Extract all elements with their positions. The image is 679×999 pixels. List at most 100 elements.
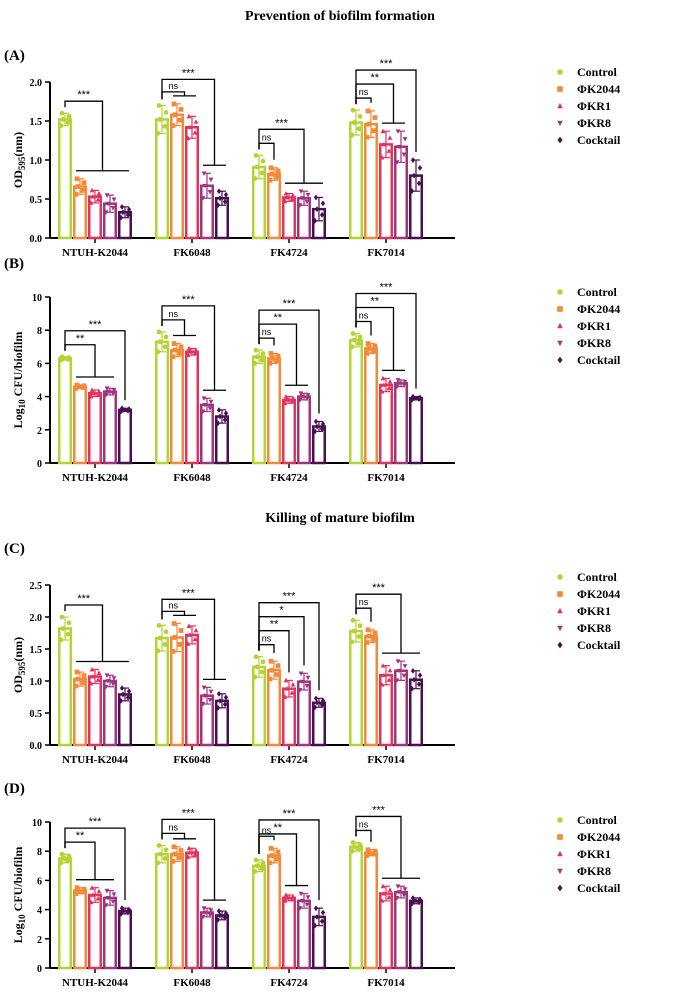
bar: [155, 636, 169, 747]
data-point: [177, 351, 183, 356]
data-point: [409, 397, 415, 403]
data-point: [365, 341, 371, 346]
data-point: [254, 664, 260, 670]
significance-label: **: [76, 333, 85, 345]
data-point: [299, 898, 305, 904]
bar: [364, 634, 378, 747]
x-tick-label: FK4724: [270, 977, 308, 989]
bar: [88, 675, 102, 747]
data-point: [178, 344, 184, 350]
data-point: [162, 856, 168, 861]
data-point: [372, 115, 378, 120]
y-tick-label: 6: [37, 359, 42, 370]
legend-label: ΦK2044: [577, 587, 620, 601]
data-point: [66, 620, 72, 626]
bar: [103, 679, 117, 747]
data-point: [200, 409, 206, 415]
significance-label: ns: [168, 309, 178, 319]
data-point: [110, 391, 116, 396]
data-point: [254, 354, 260, 360]
data-point: [178, 848, 184, 853]
data-point: [282, 198, 288, 204]
data-point: [371, 636, 377, 642]
significance-bracket: [355, 97, 372, 105]
data-point: [223, 694, 229, 701]
data-point: [207, 697, 213, 703]
significance-bracket: [258, 142, 275, 160]
bar: [88, 392, 102, 465]
bar: [282, 896, 296, 970]
data-point: [96, 888, 102, 894]
data-point: [252, 674, 258, 680]
x-tick-label: FK7014: [367, 247, 405, 259]
significance-label: ***: [372, 582, 386, 594]
legend-label: ΦKR8: [577, 116, 611, 130]
data-point: [172, 851, 178, 857]
bar: [267, 357, 281, 465]
significance-label: ns: [262, 634, 272, 644]
data-point: [103, 684, 109, 690]
data-point: [111, 197, 117, 203]
bar: [394, 890, 408, 970]
data-point: [120, 691, 126, 698]
data-point: [59, 851, 65, 857]
bar: [349, 338, 363, 465]
significance-label: **: [370, 72, 379, 84]
data-point: [416, 681, 422, 688]
data-point: [312, 428, 318, 435]
legend-label: ΦKR8: [577, 336, 611, 350]
data-point: [410, 667, 416, 674]
data-point: [202, 183, 208, 189]
legend-label: ΦKR8: [577, 864, 611, 878]
data-point: [312, 217, 318, 224]
data-point: [349, 848, 355, 854]
data-point: [208, 177, 214, 183]
data-point: [89, 666, 95, 672]
bar: [215, 914, 229, 970]
data-point: [163, 334, 169, 340]
significance-label: ***: [380, 58, 394, 70]
data-point: [254, 164, 260, 170]
significance-label: ***: [372, 804, 386, 816]
x-tick-label: FK7014: [367, 472, 405, 484]
data-point: [371, 128, 377, 134]
data-point: [105, 201, 111, 207]
data-point: [411, 172, 417, 179]
data-point: [187, 349, 193, 354]
data-point: [172, 635, 178, 640]
data-point: [305, 393, 311, 398]
data-point: [401, 383, 407, 388]
data-point: [186, 345, 192, 351]
data-point: [314, 206, 320, 213]
data-point: [394, 678, 400, 683]
data-point: [216, 188, 222, 195]
data-point: [105, 679, 111, 684]
legend-marker: [557, 340, 563, 347]
y-tick-label: 6: [37, 876, 42, 887]
bar: [58, 357, 72, 465]
data-point: [104, 673, 110, 678]
data-point: [350, 331, 356, 336]
legend-label: Cocktail: [577, 133, 621, 147]
bar: [297, 395, 311, 465]
significance-label: **: [76, 830, 85, 842]
data-point: [252, 360, 258, 366]
data-point: [111, 388, 117, 393]
significance-bracket: [355, 69, 417, 152]
data-point: [186, 845, 192, 851]
data-point: [207, 189, 213, 195]
y-tick-label: 2: [37, 935, 42, 946]
data-point: [299, 196, 305, 201]
bar: [185, 851, 199, 970]
y-tick-label: 4: [37, 906, 42, 917]
data-point: [177, 855, 183, 861]
panel-label: (D): [4, 781, 25, 797]
bar: [155, 340, 169, 465]
y-tick-label: 1.0: [30, 677, 43, 688]
data-point: [319, 212, 325, 218]
y-tick-label: 0.0: [30, 234, 43, 245]
data-point: [125, 212, 131, 218]
bar: [282, 196, 296, 240]
data-point: [80, 187, 86, 193]
data-point: [289, 196, 295, 202]
